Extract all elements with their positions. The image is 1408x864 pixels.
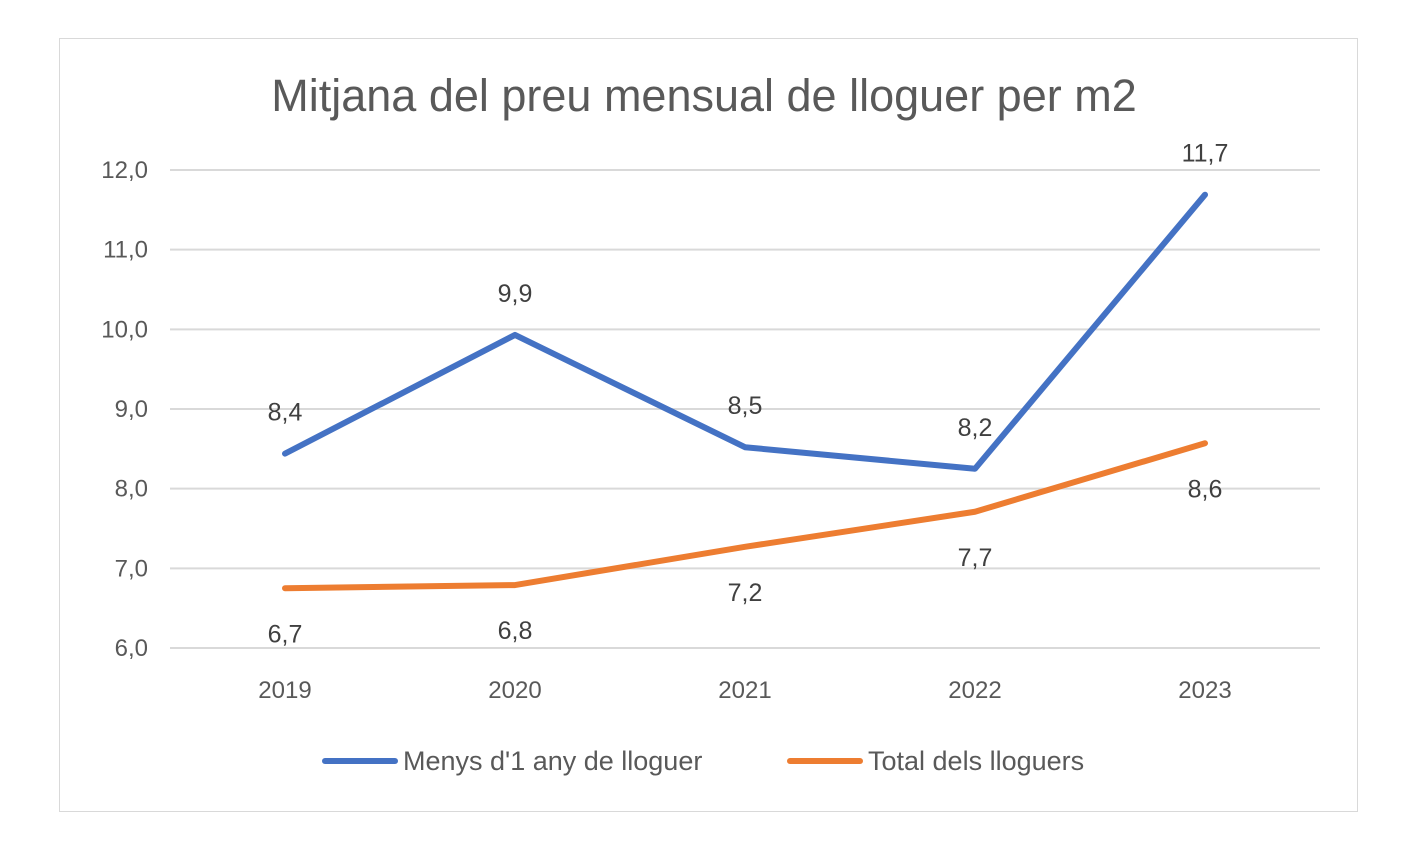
x-tick-label: 2021 — [718, 677, 771, 704]
y-tick-label: 6,0 — [115, 635, 148, 662]
x-tick-label: 2023 — [1178, 677, 1231, 704]
y-tick-label: 10,0 — [101, 316, 148, 343]
y-tick-label: 12,0 — [101, 157, 148, 184]
data-label: 8,2 — [958, 414, 993, 442]
data-label: 8,6 — [1188, 475, 1223, 503]
data-label: 6,7 — [268, 620, 303, 648]
data-label: 11,7 — [1182, 140, 1229, 168]
data-label: 9,9 — [498, 280, 533, 308]
y-tick-label: 9,0 — [115, 396, 148, 423]
data-label: 8,5 — [728, 392, 763, 420]
legend-label: Total dels lloguers — [868, 746, 1084, 776]
x-tick-label: 2019 — [258, 677, 311, 704]
y-tick-label: 11,0 — [103, 237, 148, 264]
chart-title: Mitjana del preu mensual de lloguer per … — [271, 70, 1137, 121]
data-label: 7,2 — [728, 579, 763, 607]
chart-frame — [59, 38, 1358, 812]
x-tick-label: 2020 — [488, 677, 541, 704]
x-tick-label: 2022 — [948, 677, 1001, 704]
legend-label: Menys d'1 any de lloguer — [403, 746, 702, 776]
y-tick-label: 8,0 — [115, 476, 148, 503]
data-label: 8,4 — [268, 399, 303, 427]
y-tick-label: 7,0 — [115, 555, 148, 582]
series-line-2 — [282, 440, 1208, 592]
data-label: 7,7 — [958, 544, 993, 572]
series-line-1 — [282, 191, 1208, 472]
data-label: 6,8 — [498, 617, 533, 645]
